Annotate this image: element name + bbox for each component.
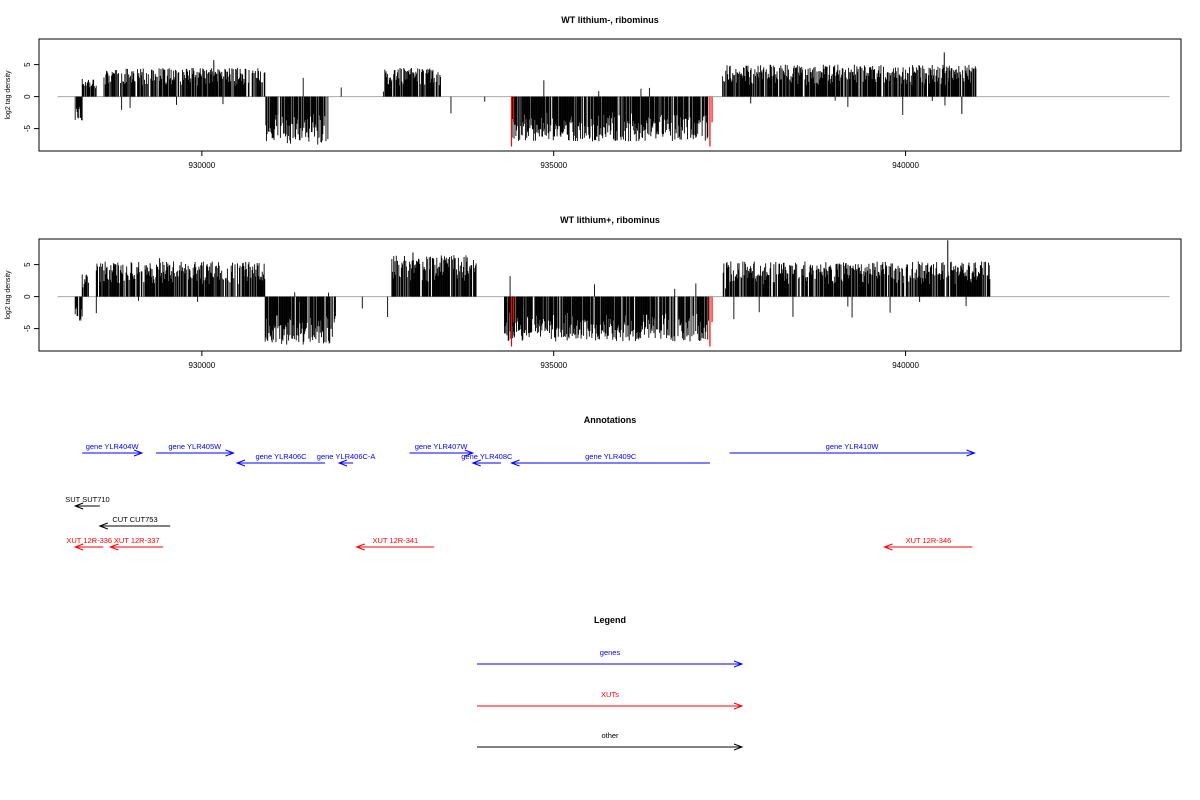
feature-arrowhead (73, 543, 84, 551)
legend-label: other (601, 731, 619, 740)
feature-label: gene YLR410W (826, 442, 880, 451)
feature-arrowhead (108, 543, 119, 551)
x-tick-label: 940000 (892, 361, 919, 370)
feature-gene-ylr406c-a: gene YLR406C-A (317, 452, 376, 467)
x-tick-label: 930000 (189, 161, 216, 170)
x-tick-label: 940000 (892, 161, 919, 170)
feature-label: gene YLR408C (461, 452, 513, 461)
feature-label: SUT SUT710 (65, 495, 109, 504)
feature-arrowhead (235, 459, 246, 467)
feature-label: gene YLR407W (415, 442, 469, 451)
y-tick-label: -5 (23, 324, 32, 332)
feature-arrowhead (355, 543, 365, 551)
legend-label: XUTs (601, 690, 619, 699)
feature-label: XUT 12R-341 (373, 536, 419, 545)
x-tick-label: 930000 (189, 361, 216, 370)
feature-label: gene YLR406C (255, 452, 307, 461)
feature-arrowhead (464, 449, 475, 457)
feature-xut-12r-346: XUT 12R-346 (883, 536, 973, 551)
feature-arrowhead (73, 502, 84, 510)
y-tick-label: 0 (23, 294, 32, 299)
density-panel-lithium-plus: WT lithium+, ribominus log2 tag density … (5, 215, 1182, 370)
feature-gene-ylr408c: gene YLR408C (461, 452, 513, 467)
axes: -5 0 5 930000 935000 940000 (23, 262, 919, 370)
legend-arrowhead (733, 743, 744, 751)
feature-arrowhead (510, 459, 520, 467)
feature-xut-12r-336: XUT 12R-336 (66, 536, 112, 551)
feature-track: gene YLR404W gene YLR405W gene YLR406C gene… (65, 442, 976, 551)
feature-gene-ylr410w: gene YLR410W (729, 442, 976, 457)
panel-title: WT lithium+, ribominus (560, 215, 660, 225)
legend-label: genes (600, 648, 621, 657)
feature-label: CUT CUT753 (112, 515, 157, 524)
density-panel-lithium-minus: WT lithium-, ribominus log2 tag density … (5, 15, 1182, 170)
bar-group (57, 52, 1170, 147)
feature-gene-ylr404w: gene YLR404W (82, 442, 144, 457)
feature-xut-12r-341: XUT 12R-341 (355, 536, 435, 551)
axes: -5 0 5 930000 935000 940000 (23, 62, 919, 170)
feature-gene-ylr407w: gene YLR407W (409, 442, 475, 457)
feature-label: XUT 12R-337 (114, 536, 160, 545)
y-axis-label: log2 tag density (5, 70, 12, 120)
annotations-title: Annotations (584, 415, 637, 425)
feature-cut-cut753: CUT CUT753 (98, 515, 171, 530)
bar-group (57, 240, 1170, 347)
feature-sut-sut710: SUT SUT710 (65, 495, 110, 510)
feature-label: gene YLR405W (168, 442, 222, 451)
y-axis-label: log2 tag density (5, 270, 12, 320)
legend-item-other: other (477, 731, 744, 751)
y-tick-label: 5 (23, 62, 32, 67)
legend-items: genes XUTs other (477, 648, 744, 751)
y-tick-label: 5 (23, 262, 32, 267)
x-tick-label: 935000 (540, 361, 567, 370)
feature-label: gene YLR406C-A (317, 452, 376, 461)
y-tick-label: 0 (23, 94, 32, 99)
legend-arrowhead (733, 702, 744, 710)
legend: Legend genes XUTs other (477, 615, 744, 751)
feature-label: XUT 12R-336 (66, 536, 112, 545)
feature-gene-ylr406c: gene YLR406C (235, 452, 325, 467)
x-tick-label: 935000 (540, 161, 567, 170)
feature-arrowhead (98, 522, 108, 530)
feature-arrowhead (883, 543, 893, 551)
panel-title: WT lithium-, ribominus (561, 15, 659, 25)
feature-arrowhead (225, 449, 235, 457)
legend-item-genes: genes (477, 648, 744, 668)
legend-item-xuts: XUTs (477, 690, 744, 710)
annotations-panel: Annotations gene YLR404W gene YLR405Wgene… (65, 415, 976, 551)
feature-gene-ylr409c: gene YLR409C (510, 452, 710, 467)
feature-label: XUT 12R-346 (906, 536, 952, 545)
legend-arrowhead (733, 660, 744, 668)
feature-arrowhead (133, 449, 144, 457)
feature-label: gene YLR404W (86, 442, 140, 451)
feature-gene-ylr405w: gene YLR405W (156, 442, 235, 457)
feature-arrowhead (966, 449, 976, 457)
feature-xut-12r-337: XUT 12R-337 (108, 536, 164, 551)
y-tick-label: -5 (23, 124, 32, 132)
feature-arrowhead (471, 459, 481, 467)
legend-title: Legend (594, 615, 626, 625)
feature-label: gene YLR409C (585, 452, 637, 461)
feature-arrowhead (337, 459, 348, 467)
